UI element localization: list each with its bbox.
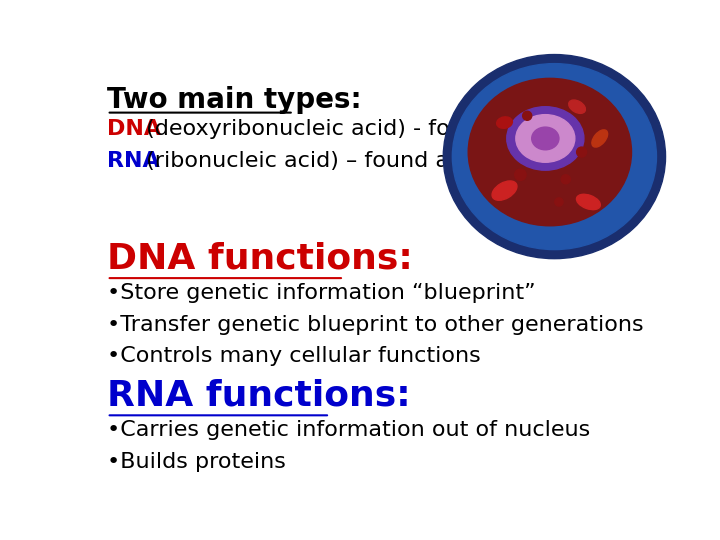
Text: (deoxyribonucleic acid) - found in the nucleus: (deoxyribonucleic acid) - found in the n… [138,119,656,139]
Ellipse shape [592,130,608,147]
Ellipse shape [497,117,513,129]
Ellipse shape [444,55,665,259]
Circle shape [577,147,587,157]
Ellipse shape [531,127,559,150]
Circle shape [555,198,563,206]
Ellipse shape [492,181,517,200]
Circle shape [523,111,531,120]
Circle shape [515,169,526,180]
Circle shape [561,175,570,184]
Text: RNA: RNA [107,151,160,171]
Text: DNA: DNA [107,119,161,139]
Ellipse shape [452,64,657,249]
Ellipse shape [577,194,600,210]
Text: RNA functions:: RNA functions: [107,379,410,413]
Text: •Carries genetic information out of nucleus: •Carries genetic information out of nucl… [107,420,590,440]
Text: •Builds proteins: •Builds proteins [107,452,286,472]
Text: •Controls many cellular functions: •Controls many cellular functions [107,346,480,366]
Text: •Transfer genetic blueprint to other generations: •Transfer genetic blueprint to other gen… [107,315,644,335]
Text: DNA functions:: DNA functions: [107,241,413,275]
Text: (ribonucleic acid) – found all over the cell: (ribonucleic acid) – found all over the … [138,151,607,171]
Ellipse shape [569,100,585,113]
Text: Two main types:: Two main types: [107,85,361,113]
Ellipse shape [516,114,575,162]
Text: •Store genetic information “blueprint”: •Store genetic information “blueprint” [107,283,536,303]
Ellipse shape [468,78,631,226]
Ellipse shape [507,107,584,170]
